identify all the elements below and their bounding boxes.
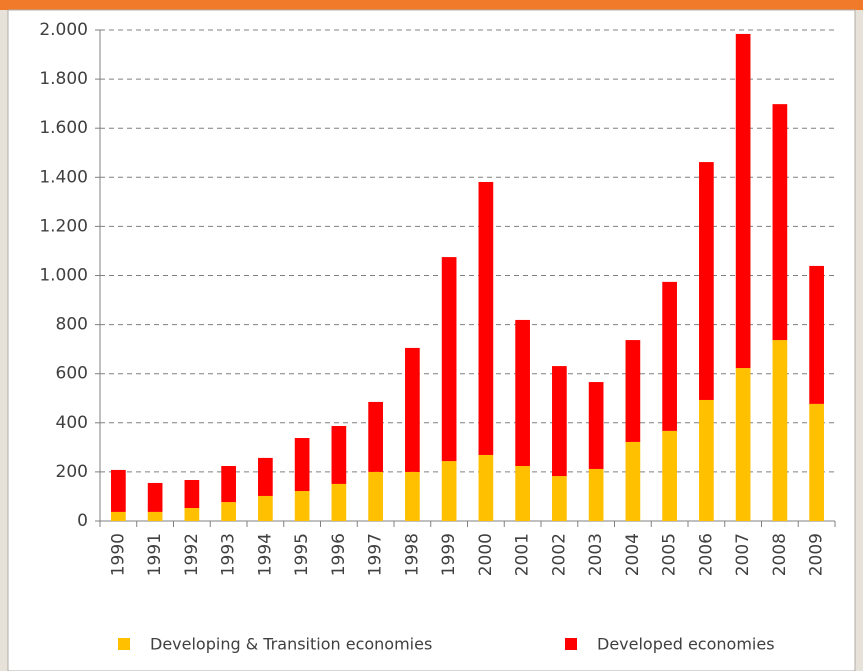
x-tick-label: 2008 xyxy=(770,533,790,576)
x-tick-label: 1999 xyxy=(439,533,459,576)
x-tick-label: 1995 xyxy=(292,533,312,576)
legend-swatch xyxy=(118,638,130,650)
bar-segment xyxy=(515,319,530,467)
y-tick-label: 1.800 xyxy=(39,69,88,89)
y-tick-label: 400 xyxy=(56,413,88,433)
y-tick-label: 1.200 xyxy=(39,216,88,236)
bar-segment xyxy=(478,181,494,455)
x-tick-label: 2009 xyxy=(807,533,827,576)
x-tick-label: 2003 xyxy=(586,533,606,576)
bar-segment xyxy=(368,401,383,472)
bar-segment xyxy=(441,257,457,462)
bar-segment xyxy=(331,425,347,484)
x-tick-label: 1996 xyxy=(329,533,349,576)
x-tick-label: 1994 xyxy=(255,533,275,576)
x-tick-label: 2005 xyxy=(660,533,680,576)
bar-segment xyxy=(147,482,163,512)
bar-segment xyxy=(405,471,420,521)
y-tick-label: 2.000 xyxy=(39,20,88,40)
bar-segment xyxy=(588,468,604,521)
y-tick-label: 800 xyxy=(56,315,88,335)
x-tick-label: 1992 xyxy=(182,533,202,576)
chart-panel xyxy=(7,9,856,671)
bar-segment xyxy=(735,368,751,521)
bar-segment xyxy=(221,502,236,521)
bar-segment xyxy=(441,461,457,521)
bar-segment xyxy=(111,469,126,512)
x-tick-label: 2001 xyxy=(513,533,533,576)
legend-label: Developing & Transition economies xyxy=(150,635,432,654)
bar-segment xyxy=(111,511,126,521)
bar-segment xyxy=(625,340,641,442)
bar-segment xyxy=(184,480,200,508)
y-tick-label: 1.400 xyxy=(39,167,88,187)
bar-segment xyxy=(809,403,824,521)
bar-segment xyxy=(258,495,273,521)
x-tick-label: 1993 xyxy=(219,533,239,576)
legend-label: Developed economies xyxy=(597,635,775,654)
legend-swatch xyxy=(565,638,577,650)
bar-segment xyxy=(258,457,273,496)
bar-segment xyxy=(147,511,163,521)
bar-segment xyxy=(625,441,641,521)
bar-segment xyxy=(772,340,788,521)
bar-segment xyxy=(405,347,420,472)
bar-segment xyxy=(699,162,714,400)
bar-segment xyxy=(221,466,236,503)
x-tick-label: 1997 xyxy=(366,533,386,576)
x-tick-label: 2000 xyxy=(476,533,496,576)
bar-segment xyxy=(368,471,383,521)
bar-segment xyxy=(699,399,714,521)
bar-segment xyxy=(552,366,567,477)
bar-segment xyxy=(184,507,200,521)
bar-segment xyxy=(735,33,751,369)
top-band xyxy=(0,0,863,10)
x-tick-label: 2002 xyxy=(549,533,569,576)
y-tick-label: 200 xyxy=(56,462,88,482)
x-tick-label: 1990 xyxy=(108,533,128,576)
bar-segment xyxy=(294,491,310,521)
x-tick-label: 2006 xyxy=(696,533,716,576)
bar-segment xyxy=(294,438,310,492)
bar-segment xyxy=(478,454,494,521)
x-tick-label: 2007 xyxy=(733,533,753,576)
bar-segment xyxy=(772,104,788,341)
bar-segment xyxy=(331,483,347,521)
x-tick-label: 1991 xyxy=(145,533,165,576)
bar-segment xyxy=(515,466,530,521)
x-tick-label: 2004 xyxy=(623,533,643,576)
legend: Developing & Transition economies Develop… xyxy=(118,635,775,654)
bar-segment xyxy=(588,382,604,469)
bar-segment xyxy=(809,265,824,404)
y-tick-label: 600 xyxy=(56,364,88,384)
bar-segment xyxy=(552,476,567,521)
y-tick-label: 0 xyxy=(77,511,88,531)
y-tick-label: 1.000 xyxy=(39,266,88,286)
x-tick-label: 1998 xyxy=(402,533,422,576)
bar-segment xyxy=(662,281,677,431)
y-tick-label: 1.600 xyxy=(39,118,88,138)
bar-segment xyxy=(662,430,677,521)
